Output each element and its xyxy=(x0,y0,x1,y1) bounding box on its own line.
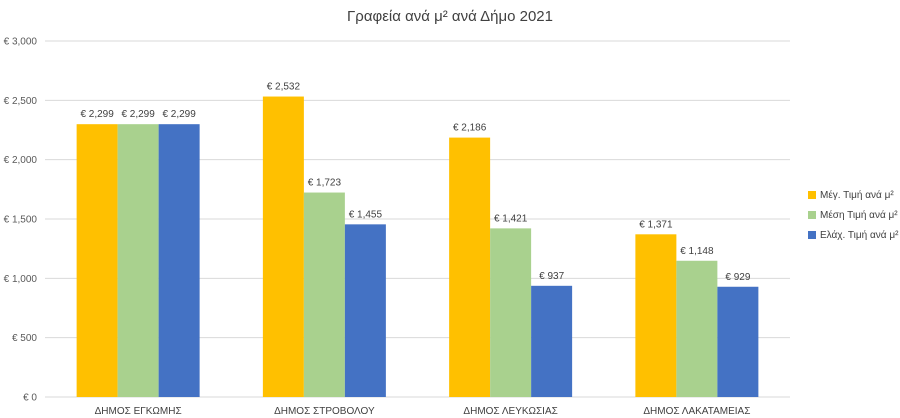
data-label: € 1,723 xyxy=(308,178,342,189)
x-category-label: ΔΗΜΟΣ ΛΑΚΑΤΑΜΕΙΑΣ xyxy=(643,406,750,417)
legend-swatch xyxy=(808,231,816,239)
data-label: € 937 xyxy=(539,271,564,282)
legend: Μέγ. Τιμή ανά μ² Μέση Τιμή ανά μ² Ελάχ. Τι… xyxy=(808,189,899,241)
bar xyxy=(635,234,677,397)
bar xyxy=(262,96,304,397)
data-label: € 1,371 xyxy=(639,219,673,230)
y-tick-label: € 2,000 xyxy=(4,155,38,166)
data-label: € 2,299 xyxy=(121,109,155,120)
bars xyxy=(76,96,759,397)
data-label: € 2,299 xyxy=(162,109,196,120)
bar xyxy=(490,228,532,397)
data-label: € 2,532 xyxy=(267,82,301,93)
bar xyxy=(303,192,345,397)
data-label: € 1,455 xyxy=(349,209,383,220)
x-category-label: ΔΗΜΟΣ ΣΤΡΟΒΟΛΟΥ xyxy=(274,406,375,417)
chart-title: Γραφεία ανά μ² ανά Δήμο 2021 xyxy=(347,8,553,25)
bar xyxy=(76,124,118,397)
data-label: € 929 xyxy=(725,272,750,283)
y-tick-label: € 1,000 xyxy=(4,274,38,285)
legend-label: Ελάχ. Τιμή ανά μ² xyxy=(820,229,899,241)
y-tick-label: € 500 xyxy=(12,333,37,344)
x-category-label: ΔΗΜΟΣ ΕΓΚΩΜΗΣ xyxy=(95,406,182,417)
legend-label: Μέση Τιμή ανά μ² xyxy=(820,209,898,221)
bar xyxy=(344,224,386,397)
data-labels: € 2,299 € 2,299 € 2,299 € 2,532 € 1,723 € 1,4… xyxy=(80,82,750,283)
data-label: € 2,299 xyxy=(80,109,114,120)
bar xyxy=(449,137,491,397)
data-label: € 2,186 xyxy=(453,123,487,134)
y-tick-label: € 0 xyxy=(23,393,37,404)
x-axis-categories: ΔΗΜΟΣ ΕΓΚΩΜΗΣ ΔΗΜΟΣ ΣΤΡΟΒΟΛΟΥ ΔΗΜΟΣ ΛΕΥΚΩΣ… xyxy=(95,406,751,417)
bar xyxy=(717,286,759,397)
bar xyxy=(158,124,200,397)
y-tick-label: € 3,000 xyxy=(4,37,38,48)
bar xyxy=(531,285,573,397)
legend-swatch xyxy=(808,191,816,199)
bar xyxy=(676,260,718,397)
legend-swatch xyxy=(808,211,816,219)
x-category-label: ΔΗΜΟΣ ΛΕΥΚΩΣΙΑΣ xyxy=(463,406,557,417)
bar xyxy=(117,124,159,397)
y-tick-label: € 2,500 xyxy=(4,96,38,107)
legend-label: Μέγ. Τιμή ανά μ² xyxy=(820,189,894,201)
y-axis-ticks: € 0 € 500 € 1,000 € 1,500 € 2,000 € 2,500 € 3,… xyxy=(4,37,38,404)
y-tick-label: € 1,500 xyxy=(4,215,38,226)
data-label: € 1,148 xyxy=(680,246,714,257)
data-label: € 1,421 xyxy=(494,213,528,224)
